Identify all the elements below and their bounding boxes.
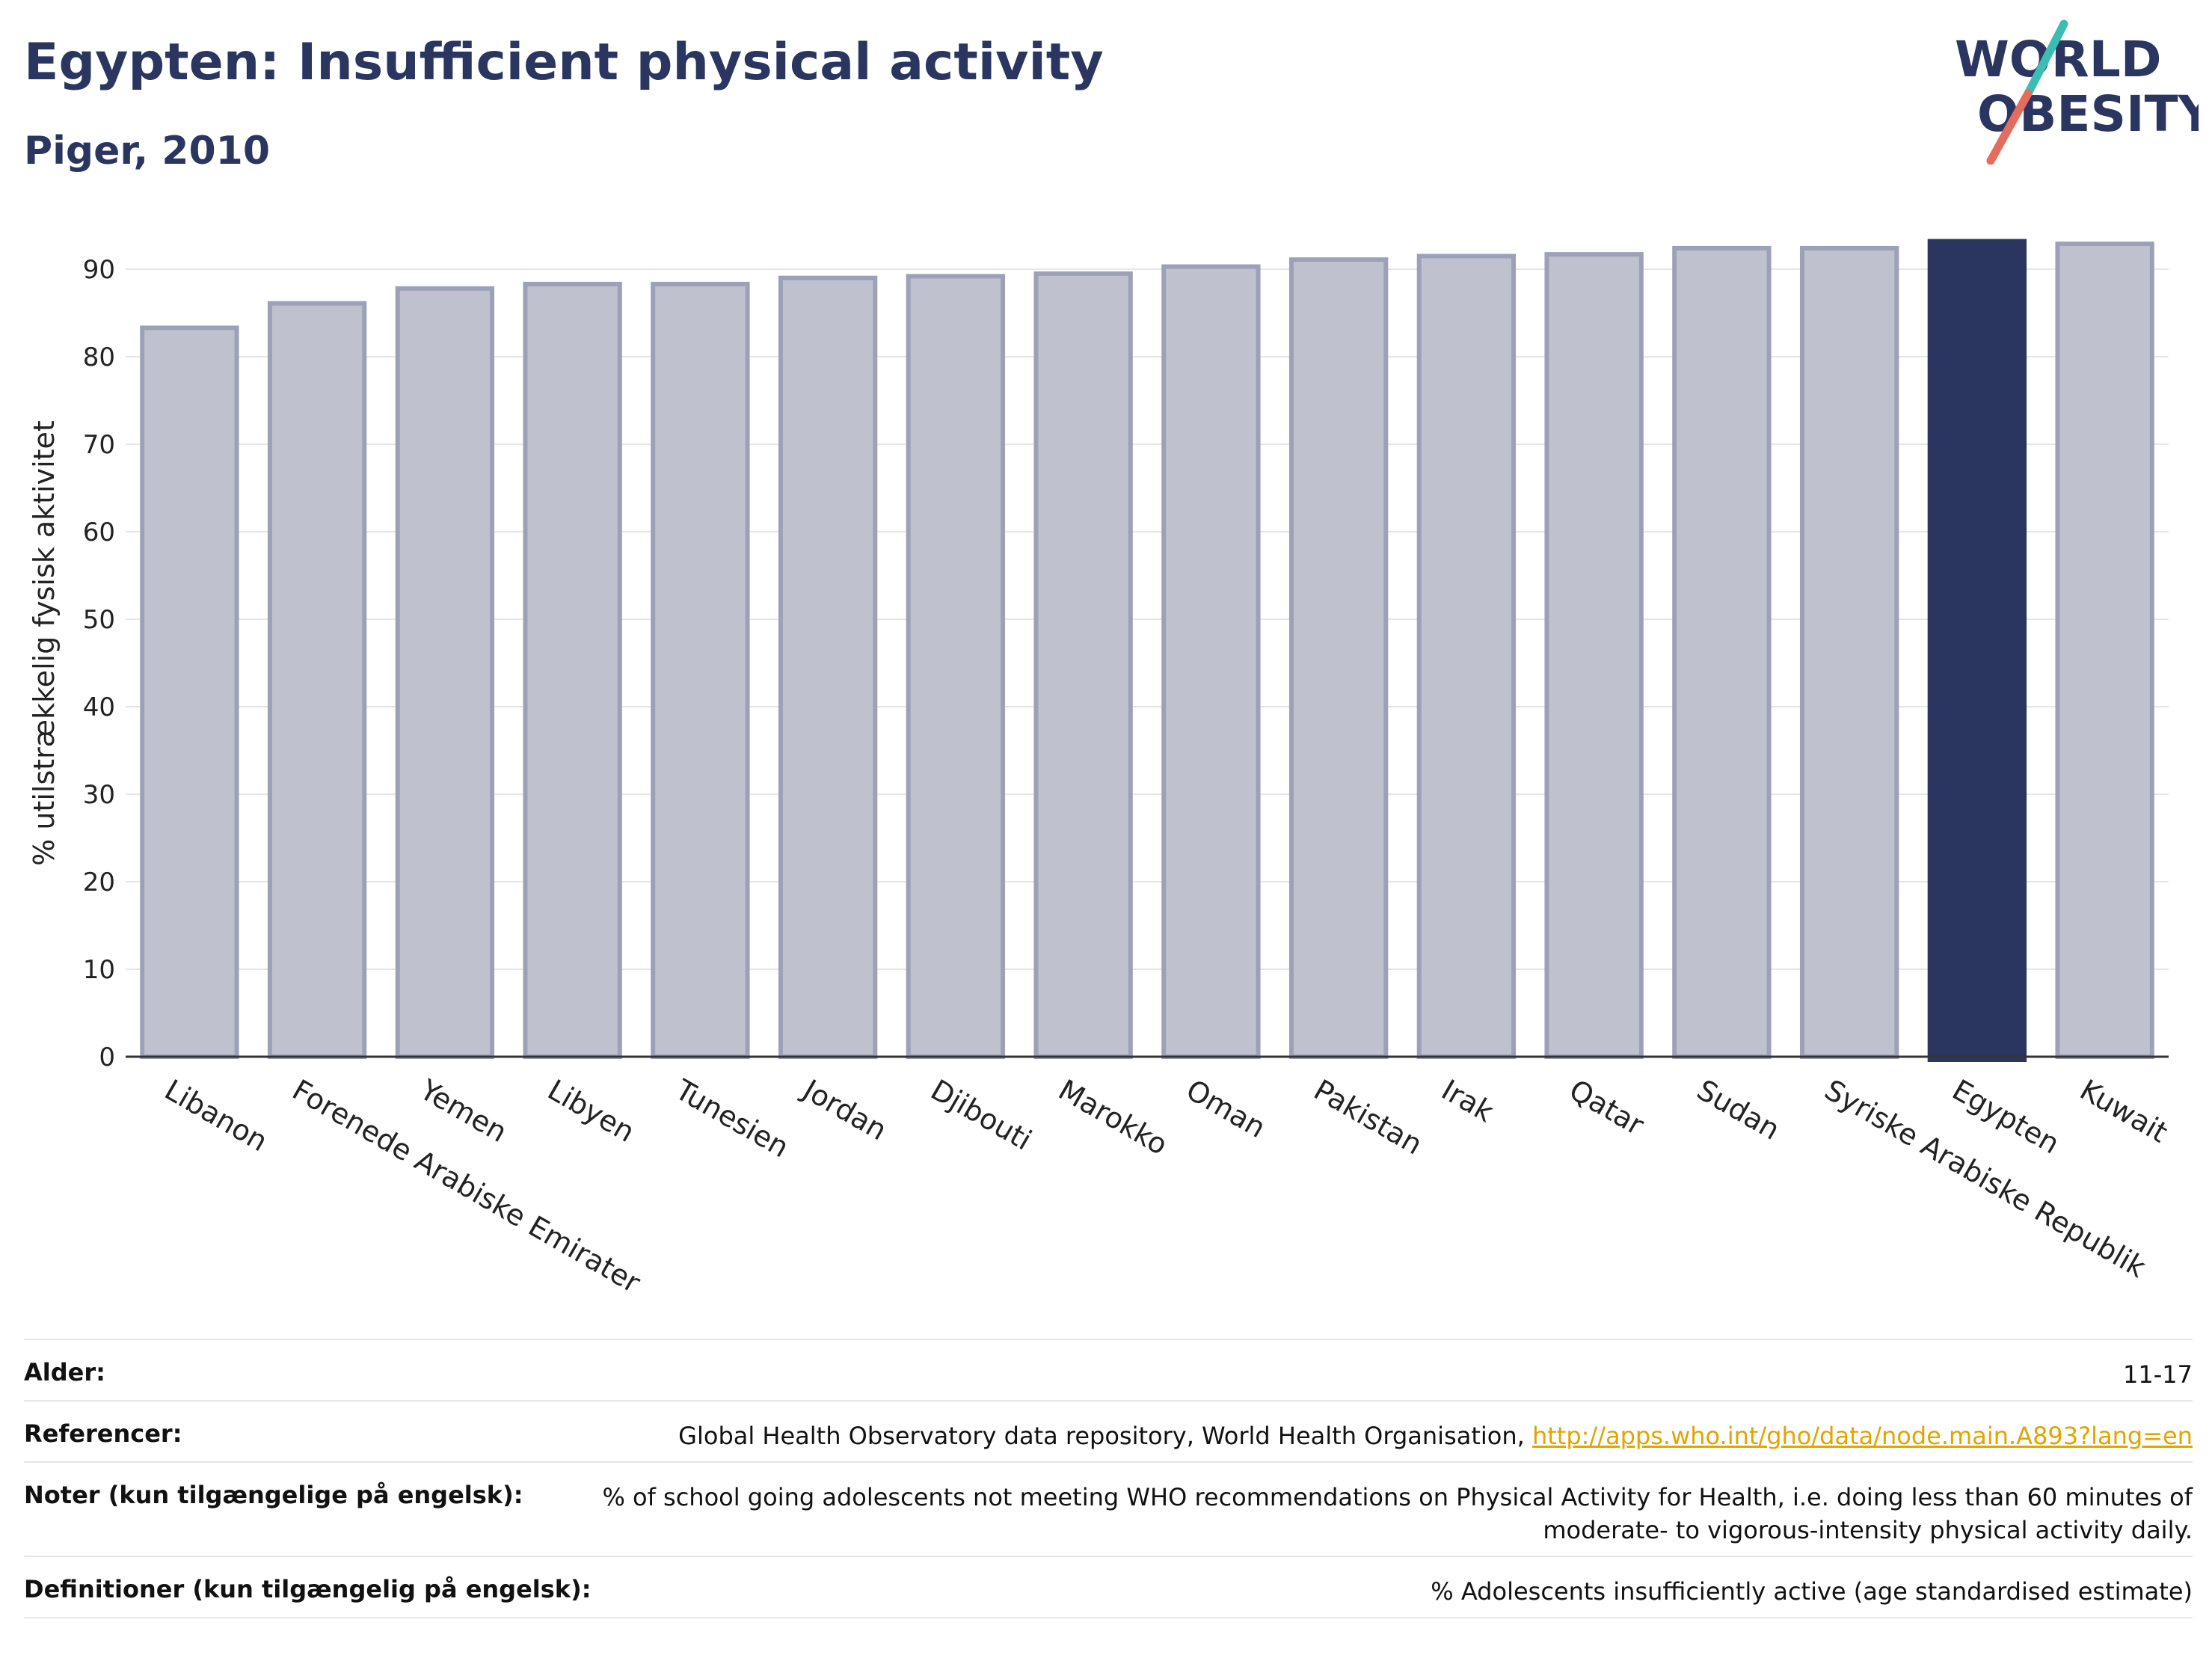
page-subtitle: Piger, 2010 xyxy=(24,129,271,174)
y-axis-label: % utilstrækkelig fysisk aktivitet xyxy=(28,420,61,866)
x-tick-label: Qatar xyxy=(1564,1073,1650,1142)
bar-jordan[interactable] xyxy=(778,275,878,1060)
bar-kuwait[interactable] xyxy=(2055,242,2154,1060)
x-tick-label: Libyen xyxy=(542,1073,640,1149)
logo-line2: OBESITY xyxy=(1977,85,2199,143)
meta-label: Referencer: xyxy=(24,1419,182,1448)
page-title: Egypten: Insufficient physical activity xyxy=(24,33,1104,92)
world-obesity-logo: WORLD OBESITY xyxy=(1955,19,2199,165)
reference-text: Global Health Observatory data repositor… xyxy=(678,1422,1532,1450)
bar-pakistan[interactable] xyxy=(1288,257,1389,1059)
meta-divider xyxy=(24,1556,2193,1557)
y-tick-label: 30 xyxy=(83,780,115,810)
x-tick-label: Jordan xyxy=(796,1072,892,1147)
y-tick-label: 70 xyxy=(83,430,115,460)
meta-label: Alder: xyxy=(24,1358,105,1387)
y-tick-label: 10 xyxy=(83,955,115,985)
x-tick-label: Tunesien xyxy=(669,1072,794,1164)
x-tick-label: Kuwait xyxy=(2074,1073,2173,1149)
meta-value: % Adolescents insufficiently active (age… xyxy=(1431,1577,2193,1606)
bar-chart: 0 10 20 30 40 50 60 70 80 90 Libanon Forenede Arab… xyxy=(28,239,2173,1300)
logo-slash-bottom-icon xyxy=(1986,89,2033,165)
bar-sudan[interactable] xyxy=(1672,245,1772,1059)
bar-oman[interactable] xyxy=(1161,264,1261,1060)
y-tick-label: 0 xyxy=(99,1043,115,1072)
bar-syriske-arabiske-republik[interactable] xyxy=(1799,245,1899,1059)
x-tick-label: Libanon xyxy=(159,1073,273,1158)
x-tick-label: Pakistan xyxy=(1309,1073,1428,1161)
meta-value: 11-17 xyxy=(2123,1360,2193,1389)
y-tick-label: 60 xyxy=(83,518,115,547)
meta-row-notes: Noter (kun tilgængelige på engelsk): % o… xyxy=(24,1481,2193,1547)
reference-link[interactable]: http://apps.who.int/gho/data/node.main.A… xyxy=(1531,1422,2193,1450)
bar-qatar[interactable] xyxy=(1544,252,1644,1060)
x-tick-label: Djibouti xyxy=(925,1073,1037,1157)
y-tick-label: 90 xyxy=(83,255,115,285)
bar-egypten[interactable] xyxy=(1927,239,2027,1062)
meta-value: Global Health Observatory data repositor… xyxy=(678,1419,2193,1452)
y-ticks-layer: 0 10 20 30 40 50 60 70 80 90 xyxy=(83,255,115,1072)
bar-yemen[interactable] xyxy=(395,286,495,1060)
bar-libanon[interactable] xyxy=(140,325,239,1059)
meta-row-age: Alder: 11-17 xyxy=(24,1358,2193,1391)
bar-tunesien[interactable] xyxy=(651,281,750,1059)
bar-forenede-arabiske-emirater[interactable] xyxy=(267,301,367,1059)
y-tick-label: 80 xyxy=(83,343,115,372)
x-tick-label: Yemen xyxy=(414,1072,513,1149)
meta-divider xyxy=(24,1617,2193,1618)
x-tick-label: Oman xyxy=(1181,1073,1271,1144)
meta-value: % of school going adolescents not meetin… xyxy=(602,1483,2193,1544)
meta-label: Noter (kun tilgængelige på engelsk): xyxy=(24,1481,523,1509)
bar-libyen[interactable] xyxy=(523,281,622,1059)
bar-marokko[interactable] xyxy=(1033,271,1133,1060)
logo-slash-top-icon xyxy=(2024,19,2068,98)
y-tick-label: 40 xyxy=(83,693,115,722)
bar-irak[interactable] xyxy=(1416,254,1517,1060)
x-tick-label: Irak xyxy=(1436,1073,1499,1129)
bar-djibouti[interactable] xyxy=(906,274,1006,1060)
meta-divider xyxy=(24,1461,2193,1463)
x-tick-label: Sudan xyxy=(1692,1073,1786,1146)
meta-row-definitions: Definitioner (kun tilgængelig på engelsk… xyxy=(24,1575,2193,1608)
y-tick-label: 50 xyxy=(83,605,115,635)
meta-divider xyxy=(24,1339,2193,1340)
x-tick-label: Marokko xyxy=(1053,1073,1173,1161)
y-tick-label: 20 xyxy=(83,868,115,897)
meta-label: Definitioner (kun tilgængelig på engelsk… xyxy=(24,1575,592,1603)
meta-divider xyxy=(24,1400,2193,1401)
meta-row-references: Referencer: Global Health Observatory da… xyxy=(24,1419,2193,1452)
bars-layer xyxy=(140,239,2154,1062)
